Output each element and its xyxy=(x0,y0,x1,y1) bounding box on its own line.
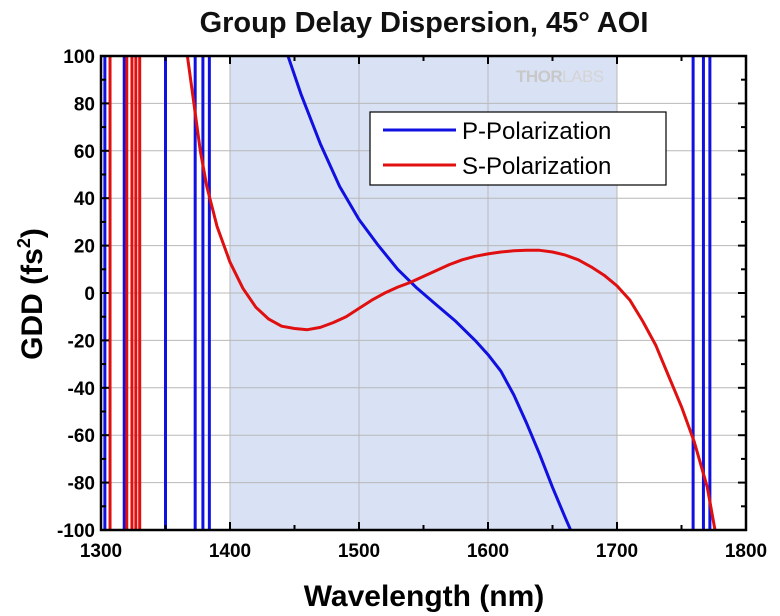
legend: P-Polarization S-Polarization xyxy=(369,111,667,186)
x-tick-label: 1500 xyxy=(338,541,380,562)
y-tick-label: 100 xyxy=(63,47,95,68)
y-tick-label: 80 xyxy=(74,94,95,115)
svg-text:THORLABS: THORLABS xyxy=(516,67,604,86)
series-lines xyxy=(103,56,717,530)
y-tick-label: 20 xyxy=(74,237,95,258)
y-tick-label: -100 xyxy=(57,521,95,542)
series-p-polarization-curve xyxy=(286,56,572,530)
x-tick-label: 1600 xyxy=(467,541,509,562)
y-axis-label-suffix: ) xyxy=(16,228,49,238)
axis-tick-labels: 1300 1400 1500 1600 1700 1800 -100 -80 -60 -40 -20… xyxy=(57,47,767,562)
y-tick-label: 0 xyxy=(84,284,95,305)
y-tick-label: -20 xyxy=(68,331,95,352)
y-tick-label: 40 xyxy=(74,189,95,210)
x-axis-label: Wavelength (nm) xyxy=(304,580,545,613)
x-tick-label: 1700 xyxy=(596,541,638,562)
y-axis-label: GDD (fs2) xyxy=(14,228,49,360)
watermark-labs: LABS xyxy=(562,67,604,86)
x-tick-label: 1300 xyxy=(80,541,122,562)
y-tick-label: -80 xyxy=(68,474,95,495)
y-tick-label: -60 xyxy=(68,426,95,447)
legend-box xyxy=(369,111,667,186)
watermark-thor: THOR xyxy=(516,67,562,86)
chart-title: Group Delay Dispersion, 45° AOI xyxy=(200,7,649,39)
x-tick-label: 1800 xyxy=(725,541,767,562)
legend-label-p-polarization: P-Polarization xyxy=(462,118,611,145)
y-axis-label-main: GDD (fs xyxy=(16,248,49,360)
legend-label-s-polarization: S-Polarization xyxy=(462,153,611,180)
y-tick-label: 60 xyxy=(74,142,95,163)
y-axis-label-superscript: 2 xyxy=(14,238,34,248)
y-tick-label: -40 xyxy=(68,379,95,400)
x-tick-label: 1400 xyxy=(209,541,251,562)
thorlabs-watermark: THORLABS xyxy=(516,67,604,86)
axis-ticks xyxy=(100,55,747,531)
series-s-polarization-curve xyxy=(185,56,717,530)
